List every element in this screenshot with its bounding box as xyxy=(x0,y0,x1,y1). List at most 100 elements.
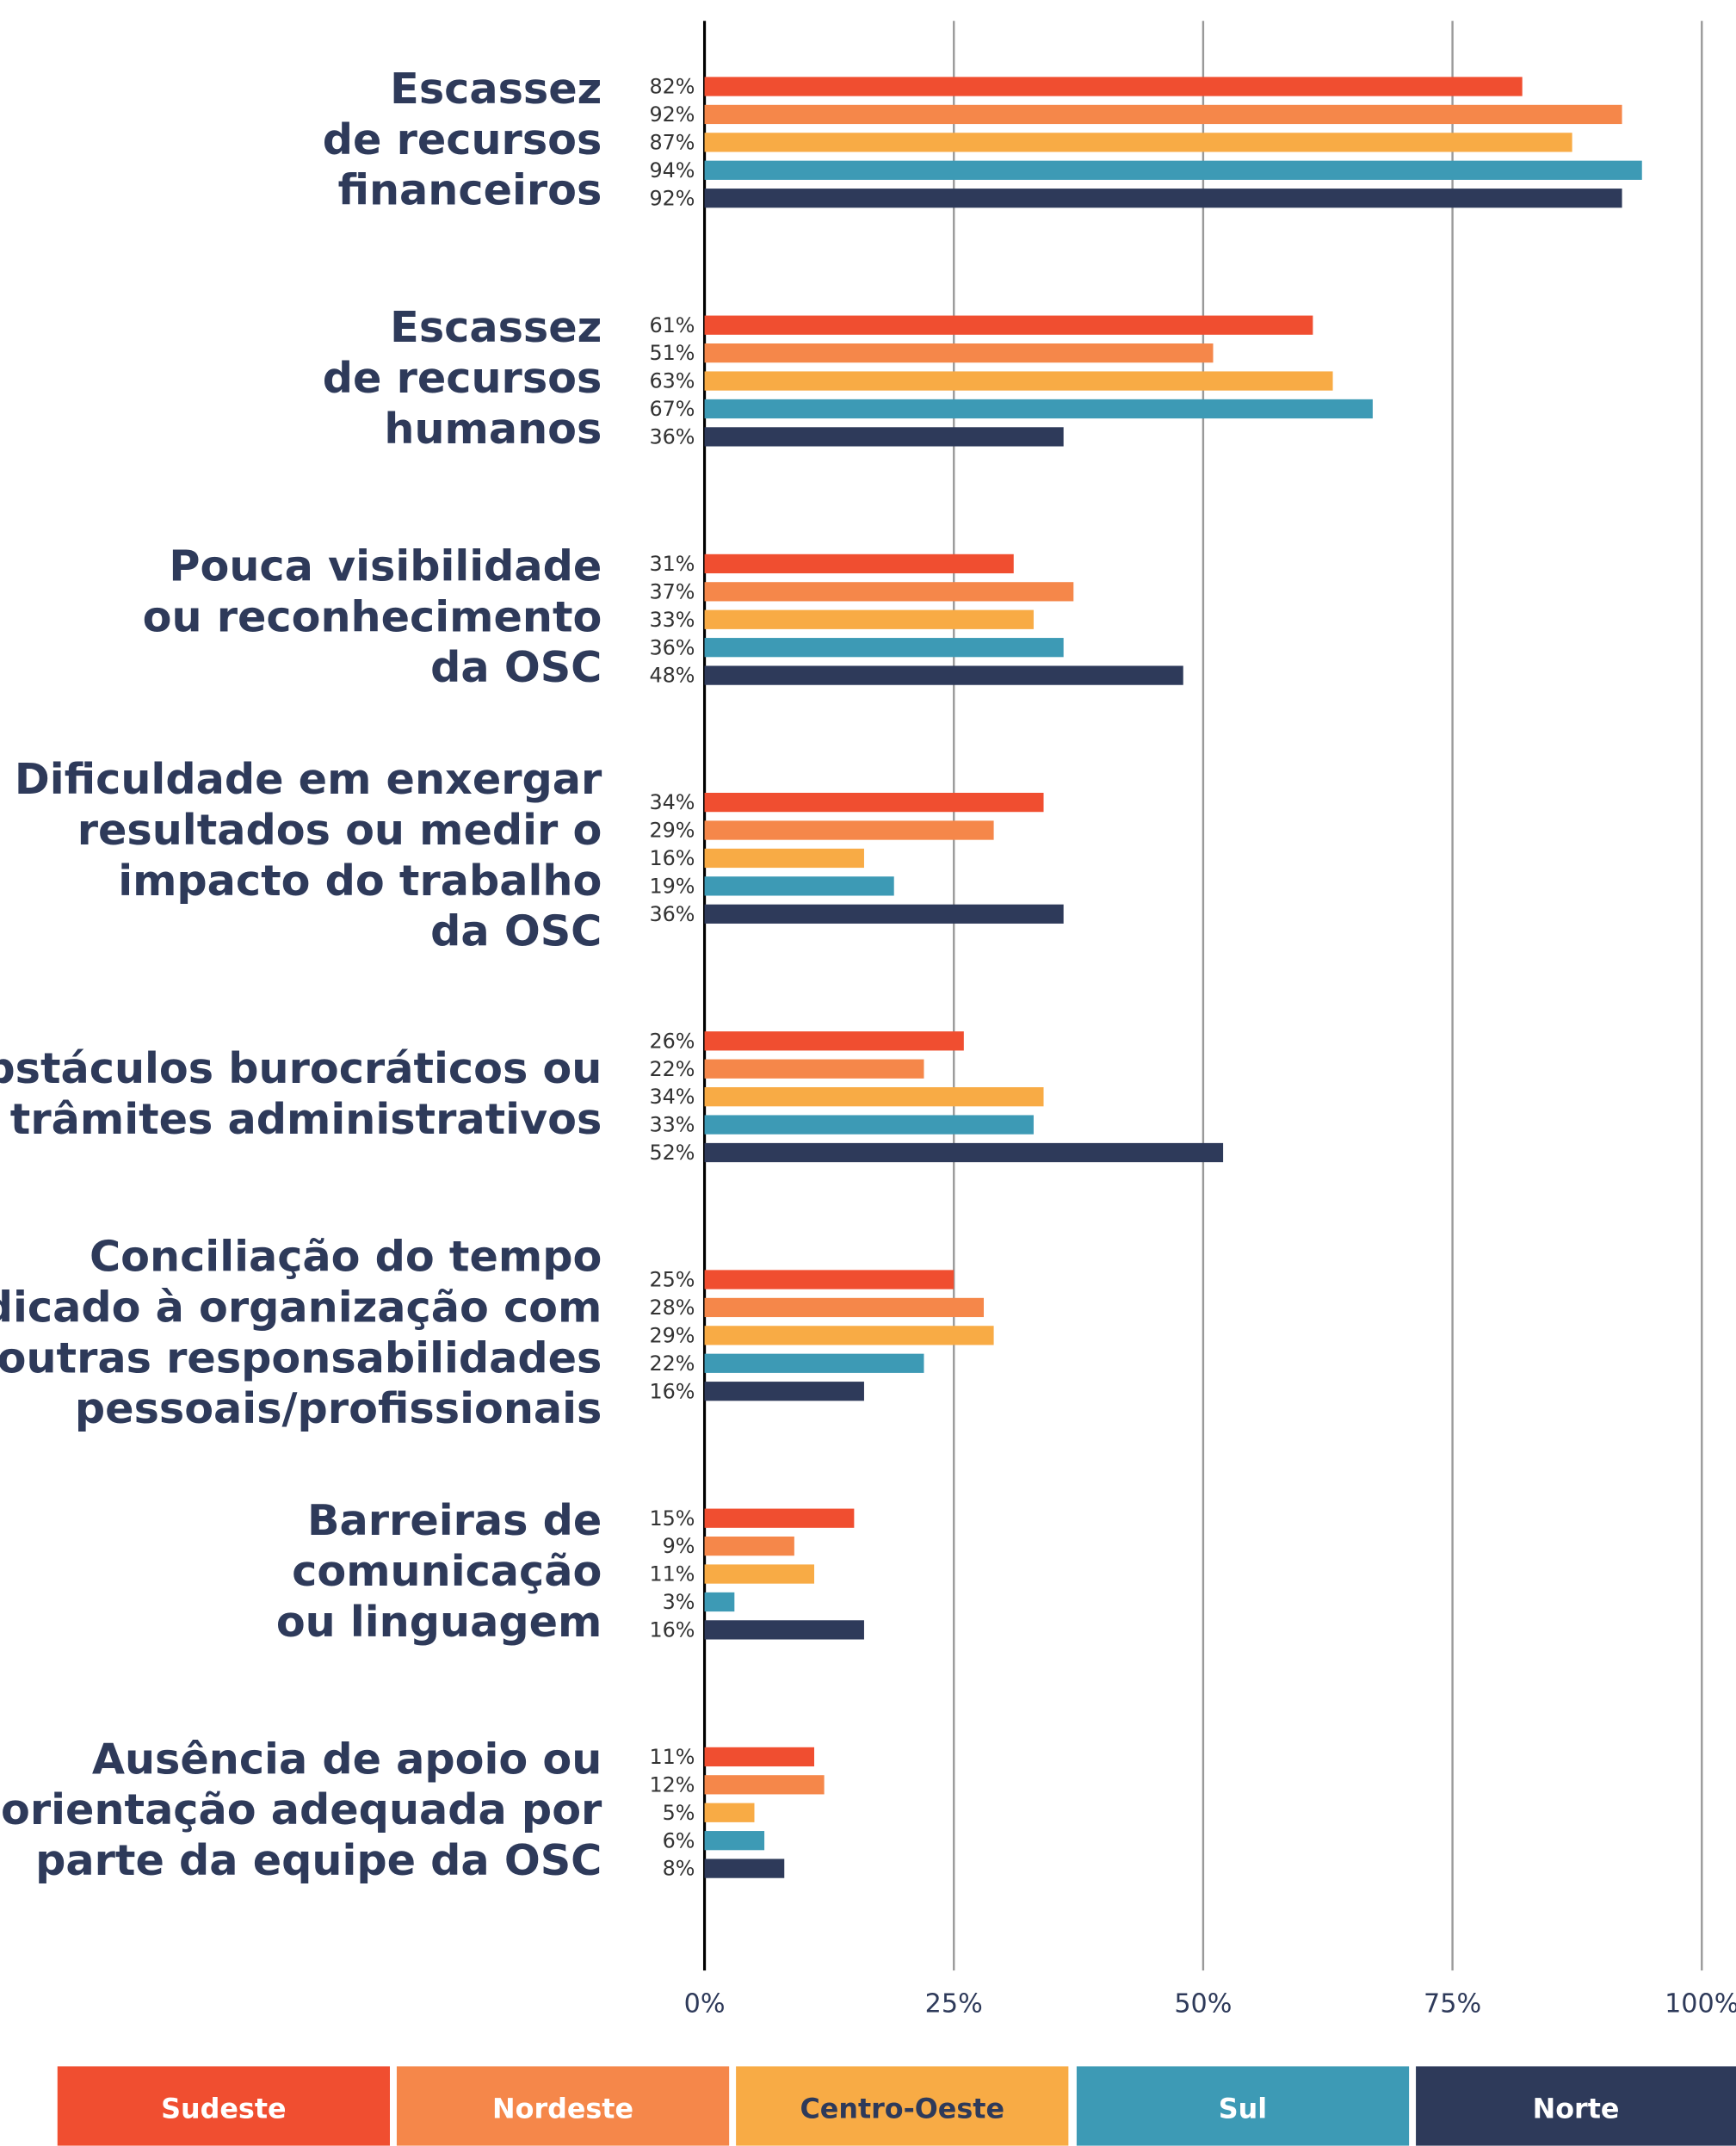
category-label: dedicado à organização com xyxy=(0,1282,602,1332)
value-label: 16% xyxy=(649,846,695,870)
legend-label: Sudeste xyxy=(161,2093,286,2124)
value-label: 34% xyxy=(649,1085,695,1109)
value-label: 28% xyxy=(649,1296,695,1320)
value-label: 15% xyxy=(649,1506,695,1531)
category-label: ou linguagem xyxy=(276,1597,602,1647)
legend-swatch xyxy=(736,2066,1069,2146)
bar xyxy=(704,371,1333,391)
bar xyxy=(704,1142,1224,1163)
x-tick-label: 50% xyxy=(1174,1988,1232,2019)
bar xyxy=(704,582,1074,602)
value-label: 33% xyxy=(649,1113,695,1137)
value-label: 82% xyxy=(649,75,695,99)
legend-label: Norte xyxy=(1533,2093,1620,2124)
value-label: 63% xyxy=(649,369,695,393)
bar xyxy=(704,1087,1044,1107)
bar xyxy=(704,1059,924,1079)
bar xyxy=(704,1620,864,1640)
bar xyxy=(704,792,1044,813)
legend-swatch xyxy=(396,2066,730,2146)
category-label: Pouca visibilidade xyxy=(169,541,602,591)
value-label: 94% xyxy=(649,158,695,182)
category-label: humanos xyxy=(384,404,602,454)
legend-swatch xyxy=(57,2066,390,2146)
bar xyxy=(704,315,1313,335)
category-label: de recursos xyxy=(323,353,602,403)
value-label: 11% xyxy=(649,1562,695,1586)
category-label: resultados ou medir o xyxy=(77,805,602,855)
category-label: Conciliação do tempo xyxy=(90,1232,602,1282)
bar xyxy=(704,1564,815,1584)
category-label: Barreiras de xyxy=(307,1495,602,1545)
category-label: Obstáculos burocráticos ou xyxy=(0,1043,602,1093)
category-label: orientação adequada por xyxy=(1,1784,602,1834)
value-label: 92% xyxy=(649,186,695,210)
bar xyxy=(704,1537,794,1556)
bar xyxy=(704,189,1622,208)
category-label: da OSC xyxy=(430,642,602,692)
category-label: comunicação xyxy=(292,1546,602,1596)
value-label: 19% xyxy=(649,874,695,898)
value-label: 67% xyxy=(649,397,695,421)
bar xyxy=(704,1326,994,1345)
bar xyxy=(704,104,1622,125)
value-label: 29% xyxy=(649,819,695,843)
bar xyxy=(704,1831,765,1851)
value-label: 11% xyxy=(649,1745,695,1769)
value-label: 34% xyxy=(649,790,695,814)
category-label: da OSC xyxy=(430,906,602,956)
value-label: 37% xyxy=(649,579,695,603)
x-tick-label: 0% xyxy=(684,1988,726,2019)
bar xyxy=(704,1592,735,1612)
bar xyxy=(704,77,1523,96)
bar xyxy=(704,1115,1034,1135)
value-label: 16% xyxy=(649,1617,695,1642)
value-label: 3% xyxy=(663,1590,695,1614)
value-label: 12% xyxy=(649,1772,695,1797)
legend-label: Nordeste xyxy=(492,2093,633,2124)
x-tick-label: 75% xyxy=(1424,1988,1481,2019)
value-label: 16% xyxy=(649,1379,695,1403)
value-label: 36% xyxy=(649,424,695,448)
value-label: 29% xyxy=(649,1323,695,1347)
category-label: de recursos xyxy=(323,114,602,164)
bar xyxy=(704,638,1064,658)
category-label: Ausência de apoio ou xyxy=(92,1734,602,1784)
category-label: trâmites administrativos xyxy=(10,1094,602,1144)
category-label: ou reconhecimento xyxy=(143,591,602,641)
category-label: outras responsabilidades xyxy=(0,1333,602,1382)
bar xyxy=(704,1270,954,1289)
category-label: pessoais/profissionais xyxy=(75,1383,602,1433)
value-label: 52% xyxy=(649,1141,695,1165)
value-label: 9% xyxy=(663,1534,695,1558)
category-label: Escassez xyxy=(390,302,602,352)
bar xyxy=(704,554,1014,574)
bar xyxy=(704,1747,815,1767)
value-label: 61% xyxy=(649,313,695,337)
bar xyxy=(704,665,1183,685)
bar xyxy=(704,1508,855,1528)
bar xyxy=(704,1775,825,1795)
value-label: 25% xyxy=(649,1268,695,1292)
value-label: 36% xyxy=(649,902,695,926)
value-label: 33% xyxy=(649,608,695,632)
value-label: 48% xyxy=(649,664,695,688)
bar xyxy=(704,609,1034,629)
bar xyxy=(704,1353,924,1373)
bar xyxy=(704,1382,864,1401)
legend-label: Centro-Oeste xyxy=(800,2093,1004,2124)
bar xyxy=(704,1031,964,1051)
x-tick-label: 25% xyxy=(925,1988,983,2019)
category-label: parte da equipe da OSC xyxy=(35,1835,602,1885)
value-label: 22% xyxy=(649,1351,695,1376)
bar xyxy=(704,820,994,840)
x-tick-label: 100% xyxy=(1665,1988,1736,2019)
bar xyxy=(704,427,1064,447)
value-label: 87% xyxy=(649,130,695,154)
bar xyxy=(704,1803,755,1822)
value-label: 22% xyxy=(649,1057,695,1081)
bar xyxy=(704,160,1642,180)
value-label: 26% xyxy=(649,1029,695,1053)
category-label: Dificuldade em enxergar xyxy=(15,754,602,804)
